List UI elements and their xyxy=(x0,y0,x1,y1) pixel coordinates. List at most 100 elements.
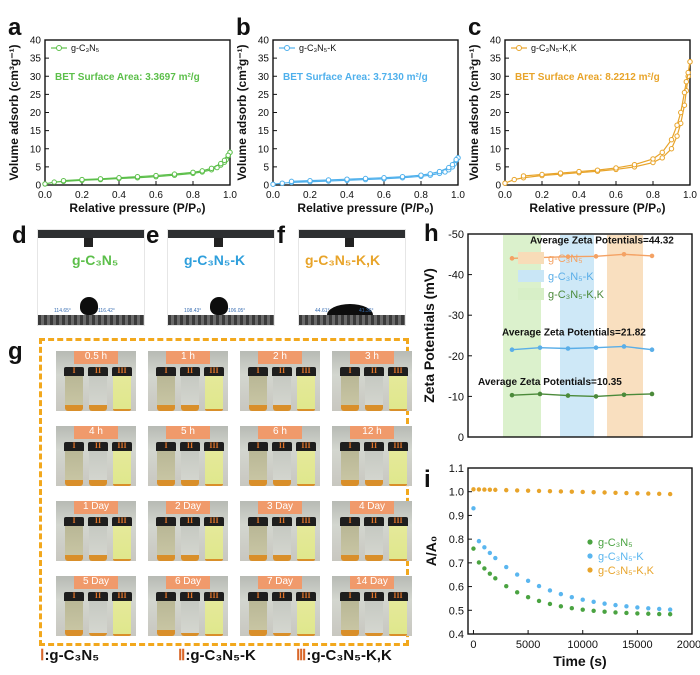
vial-2: II xyxy=(180,516,200,561)
isotherm-point xyxy=(116,175,122,181)
isotherm-point xyxy=(225,152,231,158)
absorbance-point xyxy=(504,583,509,589)
time-label: 2 Day xyxy=(166,501,210,514)
legend-swatch xyxy=(518,288,544,300)
vial-sediment xyxy=(341,405,359,411)
vial-number: III xyxy=(393,516,403,525)
sample-stage xyxy=(299,315,405,325)
vial-sediment xyxy=(297,634,315,636)
vial-1: I xyxy=(156,591,176,636)
y-axis-label: Volume adsorb (cm³g⁻¹) xyxy=(467,44,481,180)
absorbance-point xyxy=(580,597,585,602)
isotherm-line-1 xyxy=(63,152,231,182)
vial-cap: II xyxy=(272,366,292,376)
isotherm-point xyxy=(307,177,313,184)
vial-number: II xyxy=(278,441,286,450)
y-tick-label: 20 xyxy=(258,108,270,119)
vial-number: I xyxy=(72,366,76,375)
vial-number: II xyxy=(370,366,378,375)
zeta-point xyxy=(621,344,627,349)
legend-marker xyxy=(284,45,290,51)
y-tick-label: 0.6 xyxy=(449,582,464,594)
vial-cap: III xyxy=(204,441,224,451)
y-tick-label: 25 xyxy=(30,90,42,101)
vial-cap: I xyxy=(248,441,268,451)
vial-2: II xyxy=(180,366,200,411)
absorbance-point xyxy=(591,599,596,605)
isotherm-point xyxy=(97,176,104,182)
time-label: 2 h xyxy=(258,351,302,364)
isotherm-point xyxy=(594,167,601,173)
vial-2: II xyxy=(364,441,384,486)
legend-marker xyxy=(587,553,593,559)
contact-angle-value: 44.61° xyxy=(315,308,330,314)
vial-3: III xyxy=(204,516,224,561)
absorbance-point xyxy=(569,489,575,494)
zeta-point xyxy=(593,345,599,350)
vial-number: II xyxy=(278,516,286,525)
vial-liquid xyxy=(89,376,107,411)
vial-liquid xyxy=(181,376,199,411)
legend-swatch xyxy=(518,270,544,282)
sample-label: g-C₃N₅-K xyxy=(184,252,246,268)
vial-liquid xyxy=(181,451,199,486)
vial-cap: III xyxy=(388,441,408,451)
contact-angle-image-3: g-C₃N₅-K,K 44.61° 41.36° xyxy=(298,229,406,326)
x-tick-label: 0.0 xyxy=(498,190,512,201)
vial-sediment xyxy=(89,480,107,486)
absorbance-point xyxy=(613,490,618,495)
zeta-point xyxy=(565,254,571,260)
isotherm-line-1 xyxy=(291,157,459,182)
absorbance-point xyxy=(471,506,476,511)
vial-number: I xyxy=(164,366,168,375)
isotherm-point xyxy=(381,175,387,181)
absorbance-point xyxy=(536,598,542,604)
vial-liquid xyxy=(65,451,83,486)
vial-2: II xyxy=(88,516,108,561)
absorbance-point xyxy=(536,488,542,494)
contact-angle-image-2: g-C₃N₅-K 108.43° 106.05° xyxy=(167,229,275,326)
vial-cap: I xyxy=(156,441,176,451)
vial-cap: I xyxy=(156,366,176,376)
vial-number: II xyxy=(370,516,378,525)
vial-1: I xyxy=(248,591,268,636)
legend-label: g-C₃N₅-K,K xyxy=(548,289,605,301)
vial-number: I xyxy=(72,516,76,525)
vial-cap: II xyxy=(364,366,384,376)
absorbance-point xyxy=(646,611,651,616)
vial-liquid xyxy=(249,376,267,411)
absorbance-point xyxy=(657,606,662,612)
isotherm-point xyxy=(288,178,295,185)
y-tick-label: -10 xyxy=(448,391,464,403)
plot-frame xyxy=(467,233,693,438)
vial-number: III xyxy=(117,366,127,375)
absorbance-point xyxy=(482,487,487,492)
contact-angle-value: 106.05° xyxy=(228,308,246,314)
vial-cap: II xyxy=(180,366,200,376)
y-tick-label: 0.9 xyxy=(449,510,464,522)
plot-frame xyxy=(44,39,231,186)
y-axis-label: Zeta Potentials (mV) xyxy=(421,268,437,403)
vial-liquid xyxy=(341,526,359,561)
vial-sediment xyxy=(205,634,223,636)
x-tick-label: 1.0 xyxy=(683,190,697,201)
vial-liquid xyxy=(273,376,291,411)
shaded-band xyxy=(503,235,541,437)
absorbance-point xyxy=(514,488,520,493)
vial-number: III xyxy=(117,591,127,600)
legend-label: g-C₃N₅-K xyxy=(548,271,594,283)
vial-liquid xyxy=(65,376,83,411)
x-axis-label: Relative pressure (P/P₀) xyxy=(69,201,205,215)
isotherm-point xyxy=(436,168,443,175)
vial-cap: III xyxy=(388,366,408,376)
zeta-point xyxy=(565,393,571,398)
x-tick-label: 0.4 xyxy=(112,190,126,201)
contact-angle-value: 41.36° xyxy=(359,308,374,314)
absorbance-point xyxy=(487,571,493,576)
vial-liquid xyxy=(181,526,199,561)
vial-3: III xyxy=(388,516,408,561)
legend-label: g-C₃N₅-K xyxy=(299,43,336,53)
vial-photo: I II III 4 Day xyxy=(332,501,412,561)
isotherm-point xyxy=(453,156,459,163)
absorbance-point xyxy=(525,594,531,600)
